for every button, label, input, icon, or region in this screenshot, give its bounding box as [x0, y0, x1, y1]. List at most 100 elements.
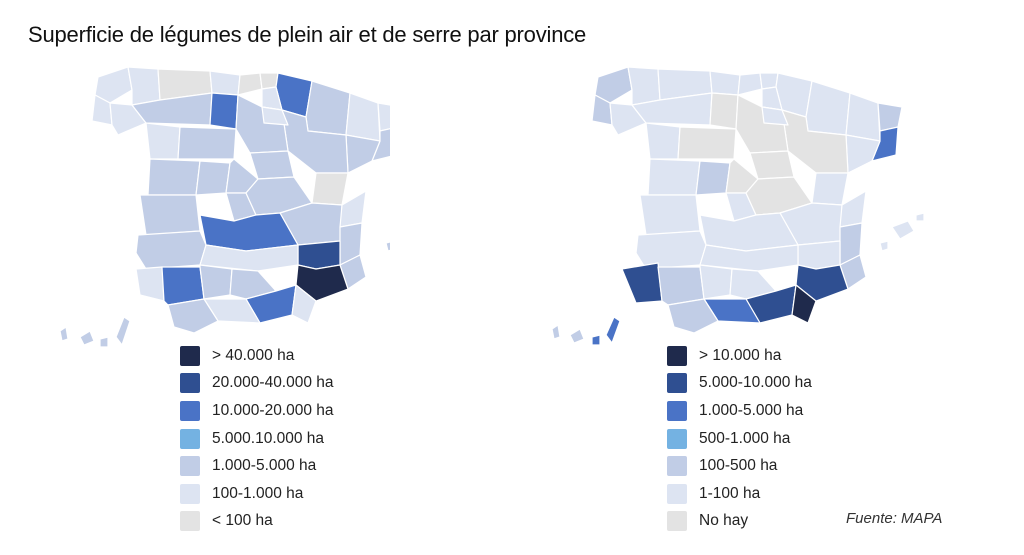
- spain-map-open-air: [59, 66, 390, 348]
- province-cantabria: [209, 70, 241, 96]
- province-barcelona: [371, 128, 390, 162]
- province-huelva: [135, 266, 165, 302]
- legend-item: 1-100 ha: [667, 480, 812, 508]
- legend-swatch: [667, 511, 687, 532]
- legend-label: > 10.000 ha: [699, 346, 782, 364]
- legend-swatch: [667, 456, 687, 477]
- province-caceres: [139, 194, 201, 236]
- province-teruel: [811, 172, 849, 206]
- province-cadiz: [667, 298, 719, 334]
- balearic-islands: [879, 212, 925, 252]
- province-badajoz: [635, 230, 707, 270]
- province-caceres: [639, 194, 701, 236]
- province-ourense: [609, 102, 647, 136]
- legend-label: 100-500 ha: [699, 457, 778, 475]
- province-tarragona: [845, 134, 881, 174]
- island-ibiza: [879, 240, 889, 252]
- province-zamora: [145, 122, 181, 160]
- peninsula-provinces: [591, 66, 903, 334]
- province-albacete: [297, 240, 341, 270]
- legend-swatch: [180, 400, 200, 421]
- spain-map-greenhouse: [551, 66, 925, 346]
- legend-label: 100-1.000 ha: [212, 484, 304, 502]
- province-avila: [195, 160, 231, 196]
- legend-label: > 40.000 ha: [212, 346, 295, 364]
- island-fuerteventura: [115, 316, 131, 346]
- canary-islands: [59, 316, 131, 348]
- province-palencia: [209, 92, 239, 130]
- balearic-islands: [385, 241, 390, 252]
- province-albacete: [797, 240, 841, 270]
- province-leon: [631, 92, 713, 126]
- legend-label: 5.000.10.000 ha: [212, 429, 325, 447]
- province-huelva: [621, 262, 663, 304]
- legend-label: No hay: [699, 512, 749, 530]
- legend-item: > 10.000 ha: [667, 342, 812, 370]
- island-la-palma: [59, 326, 69, 342]
- province-zaragoza: [781, 109, 849, 174]
- province-barcelona: [871, 126, 899, 162]
- province-vizcaya: [737, 72, 763, 96]
- island-gran-canaria: [99, 336, 109, 348]
- province-cadiz: [167, 298, 219, 334]
- province-toledo: [199, 212, 299, 252]
- province-la-rioja: [261, 106, 289, 126]
- province-girona: [377, 102, 390, 132]
- legend-item: 1.000-5.000 ha: [180, 452, 334, 480]
- island-fuerteventura: [605, 316, 621, 344]
- island-gran-canaria: [591, 334, 601, 346]
- province-salamanca: [647, 158, 701, 196]
- province-ourense: [109, 102, 147, 136]
- legend-item: 100-1.000 ha: [180, 480, 334, 508]
- legend-label: < 100 ha: [212, 512, 273, 530]
- province-zaragoza: [281, 109, 349, 174]
- legend-label: 20.000-40.000 ha: [212, 374, 334, 392]
- island-la-palma: [551, 324, 561, 340]
- legend-label: 10.000-20.000 ha: [212, 401, 334, 419]
- legend-swatch: [180, 345, 200, 366]
- island-mallorca: [891, 220, 915, 240]
- province-a-coruna: [94, 66, 133, 104]
- province-a-coruna: [594, 66, 633, 104]
- legend-label: 1-100 ha: [699, 484, 761, 502]
- province-soria: [749, 150, 795, 180]
- legend-label: 5.000-10.000 ha: [699, 374, 812, 392]
- province-cordoba: [699, 264, 733, 300]
- legend-swatch: [667, 373, 687, 394]
- legend-greenhouse: > 10.000 ha 5.000-10.000 ha 1.000-5.000 …: [667, 342, 812, 535]
- legend-label: 500-1.000 ha: [699, 429, 791, 447]
- legend-swatch: [667, 483, 687, 504]
- map-title: Superficie de légumes de plein air et de…: [28, 22, 587, 47]
- province-vizcaya: [237, 72, 263, 96]
- legend-label: 1.000-5.000 ha: [699, 401, 804, 419]
- province-valladolid: [177, 126, 237, 160]
- province-sevilla: [657, 266, 705, 306]
- legend-open-air: > 40.000 ha 20.000-40.000 ha 10.000-20.0…: [180, 342, 334, 535]
- province-huesca: [305, 80, 351, 136]
- legend-swatch: [667, 428, 687, 449]
- province-salamanca: [147, 158, 201, 196]
- legend-swatch: [180, 428, 200, 449]
- province-cantabria: [709, 70, 741, 96]
- province-huesca: [805, 80, 851, 136]
- province-toledo: [699, 212, 799, 252]
- island-menorca: [915, 212, 925, 222]
- legend-item: No hay: [667, 508, 812, 536]
- legend-item: < 100 ha: [180, 508, 334, 536]
- province-zamora: [645, 122, 681, 160]
- peninsula-provinces: [91, 66, 390, 334]
- legend-item: 100-500 ha: [667, 452, 812, 480]
- legend-swatch: [667, 400, 687, 421]
- island-tenerife: [79, 330, 95, 346]
- legend-item: 5.000.10.000 ha: [180, 425, 334, 453]
- province-lugo: [627, 66, 661, 106]
- province-la-rioja: [761, 106, 789, 126]
- province-lleida: [345, 92, 381, 142]
- province-sevilla: [161, 266, 205, 306]
- province-avila: [695, 160, 731, 196]
- province-cordoba: [199, 264, 233, 300]
- province-teruel: [311, 172, 349, 206]
- legend-swatch: [180, 483, 200, 504]
- province-soria: [249, 150, 295, 180]
- island-ibiza: [385, 241, 390, 252]
